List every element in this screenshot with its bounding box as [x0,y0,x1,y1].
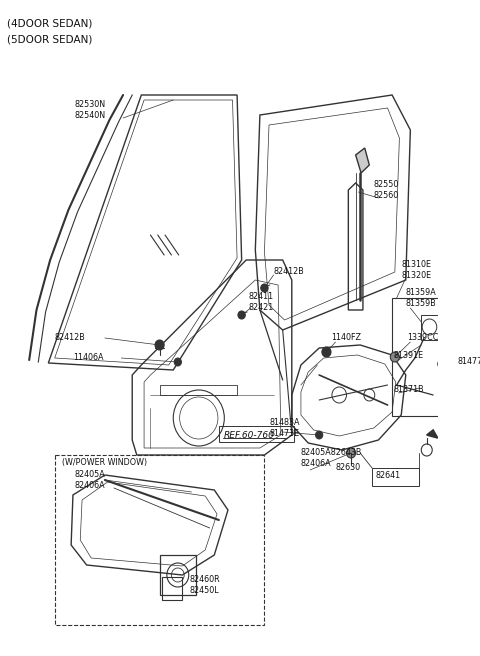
Text: 81391E: 81391E [394,350,424,359]
Text: (5DOOR SEDAN): (5DOOR SEDAN) [7,34,93,44]
Text: 1140FZ: 1140FZ [331,333,361,342]
Circle shape [261,284,268,292]
Polygon shape [356,148,369,173]
Circle shape [174,358,181,366]
Text: 82630: 82630 [336,464,360,472]
Bar [55,455,264,625]
Text: 11406A: 11406A [73,354,104,363]
Text: 82411
82421: 82411 82421 [248,293,273,312]
Polygon shape [456,360,463,368]
Text: 81371B: 81371B [394,386,424,394]
Text: 82530N
82540N: 82530N 82540N [75,100,106,119]
Text: (W/POWER WINDOW): (W/POWER WINDOW) [62,457,147,466]
Text: 82405A
82406A: 82405A 82406A [75,470,106,489]
Text: 81477: 81477 [458,358,480,367]
Circle shape [238,311,245,319]
Text: 81359A
81359B: 81359A 81359B [406,288,436,308]
Polygon shape [427,430,438,438]
Circle shape [347,448,356,458]
Bar [392,298,465,416]
Text: 82641: 82641 [376,470,401,480]
Text: 82405A82643B
82406A: 82405A82643B 82406A [301,448,362,468]
Text: 81483A
81473E: 81483A 81473E [269,419,300,438]
Text: (4DOOR SEDAN): (4DOOR SEDAN) [7,18,93,28]
Text: 82412B: 82412B [274,268,304,276]
Circle shape [322,347,331,357]
Circle shape [390,352,399,362]
Text: 82550
82560: 82550 82560 [374,180,399,199]
Text: 82412B: 82412B [55,333,85,342]
Text: 82460R
82450L: 82460R 82450L [190,575,220,595]
Text: 1339CC: 1339CC [408,333,439,342]
Bar [219,426,294,442]
Bar [372,468,420,486]
Text: REF.60-760: REF.60-760 [223,430,274,440]
Circle shape [155,340,164,350]
Text: 81310E
81320E: 81310E 81320E [401,260,432,279]
Circle shape [315,431,323,439]
